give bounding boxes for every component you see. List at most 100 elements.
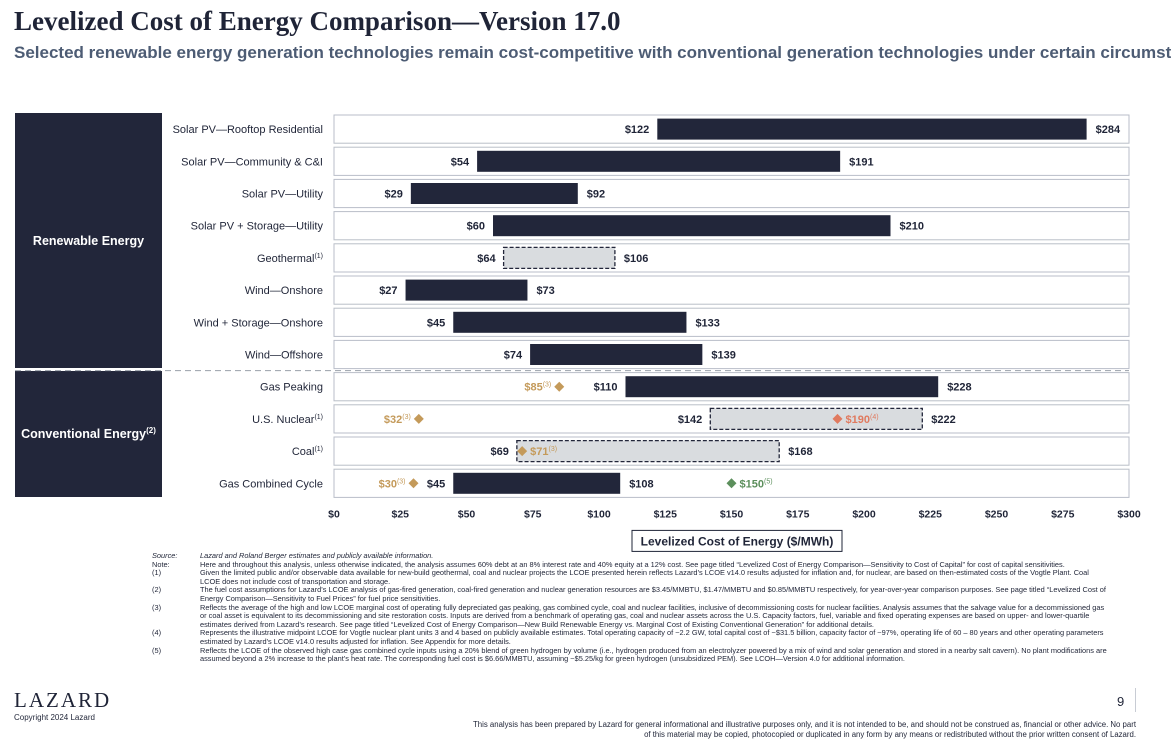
category-label-text: Solar PV—Utility [242,189,324,201]
footnote-text: The fuel cost assumptions for Lazard’s L… [200,585,1106,603]
marker-label-note: (3) [397,478,406,485]
category-label-text: Solar PV + Storage—Utility [191,221,324,233]
marker-label: $150(5) [740,478,773,490]
row-frame [333,468,1130,498]
x-tick-label: $100 [587,508,611,520]
lazard-logo: LAZARD [14,688,112,712]
category-label-note: (1) [314,414,323,421]
category-label: Gas Peaking [260,382,323,394]
marker-diamond [554,381,565,392]
marker-label: $30(3) [379,478,406,490]
marker-label-note: (3) [402,414,411,421]
marker-label-note: (5) [764,478,773,485]
high-value-label: $133 [695,317,719,329]
low-value-label: $122 [625,124,649,136]
marker-label-note: (3) [549,446,558,453]
range-bar [410,183,578,204]
x-tick-label: $150 [720,508,744,520]
footnote-0: Source: Lazard and Roland Berger estimate… [152,551,1107,561]
category-label-note: (1) [314,253,323,260]
low-value-label: $142 [678,414,702,426]
group-renewable-text: Renewable Energy [32,233,145,248]
footnote-key: (3) [152,602,162,612]
marker-label-text: $190 [846,414,870,426]
high-value-label: $284 [1096,124,1121,136]
category-label: Solar PV + Storage—Utility [191,221,324,233]
high-value-label: $210 [900,221,924,233]
low-value-label: $45 [427,317,445,329]
footnote-1: Note: Here and throughout this analysis, … [152,559,1107,570]
x-axis-title-box [631,529,843,552]
group-conventional-text: Conventional Energy [21,427,147,442]
row-frame [333,146,1130,176]
high-value-label: $106 [624,253,648,265]
x-tick-label: $0 [328,508,340,520]
marker-label-text: $32 [384,414,402,426]
low-value-label: $74 [504,350,523,362]
low-value-label: $64 [477,253,496,265]
lcoe-chart: Solar PV—Rooftop Residential $122 $284 Sola… [15,114,1141,552]
category-label: Geothermal(1) [257,253,323,265]
range-bar [709,407,923,431]
footnote-text: Given the limited public and/or observab… [200,568,1089,586]
x-tick-label: $125 [654,508,678,520]
marker-label-text: $30 [379,478,397,490]
disclaimer: This analysis has been prepared by Lazar… [473,720,1136,739]
x-tick-label: $75 [524,508,542,520]
footnote-text: Represents the illustrative midpoint LCO… [200,628,1104,646]
page-title: Levelized Cost of Energy Comparison—Vers… [14,6,621,36]
marker-label: $190(4) [846,414,879,426]
low-value-label: $27 [379,285,397,297]
marker-label-note: (4) [870,414,879,421]
low-value-label: $110 [594,382,618,394]
category-label: Coal(1) [292,446,323,458]
range-bar [405,279,528,301]
row-frame [333,372,1130,402]
page-subtitle: Selected renewable energy generation tec… [14,43,1171,62]
marker-label-text: $150 [740,478,764,490]
footnote-key: (2) [152,585,162,595]
x-axis-title: Levelized Cost of Energy ($/MWh) [641,534,834,548]
category-label: Gas Combined Cycle [219,478,323,490]
high-value-label: $108 [629,478,653,490]
footnote-text: Here and throughout this analysis, unles… [200,559,1065,569]
range-bar [625,376,939,398]
footnote-key: (5) [152,645,162,655]
row-frame [333,404,1130,434]
category-label-text: Solar PV—Community & C&I [181,156,323,168]
footnote-key: (1) [152,568,162,578]
low-value-label: $69 [490,446,508,458]
x-tick-label: $200 [852,508,876,520]
range-bar [502,246,616,270]
category-label-text: Gas Combined Cycle [219,478,323,490]
footnote-6: (5) Reflects the LCOE of the observed hig… [152,645,1107,664]
group-conventional-note: (2) [146,426,156,436]
group-label-conventional: Conventional Energy(2) [15,371,162,497]
x-tick-label: $50 [458,508,476,520]
x-tick-label: $175 [786,508,810,520]
low-value-label: $60 [467,221,485,233]
group-label-renewable: Renewable Energy [15,113,162,368]
range-bar [493,215,891,237]
marker-label-text: $71 [530,446,548,458]
row-frame [333,243,1130,273]
category-label-text: Coal [292,446,315,458]
footnote-3: (2) The fuel cost assumptions for Lazard’… [152,586,1107,603]
footnote-key: Source: [152,551,178,560]
marker-label: $71(3) [530,446,557,458]
high-value-label: $73 [536,285,554,297]
high-value-label: $222 [931,414,955,426]
page-divider [1135,688,1136,712]
marker-label: $32(3) [384,414,411,426]
marker-diamond [517,446,528,457]
copyright: Copyright 2024 Lazard [14,713,95,722]
row-frame [333,178,1130,209]
row-frame [333,211,1130,241]
x-tick-label: $300 [1117,508,1141,520]
marker-diamond [408,478,419,489]
category-label: U.S. Nuclear(1) [252,414,323,426]
category-label-text: Wind—Offshore [245,350,323,362]
range-bar [453,472,621,494]
category-label-text: Solar PV—Rooftop Residential [173,124,323,136]
x-tick-label: $225 [919,508,943,520]
